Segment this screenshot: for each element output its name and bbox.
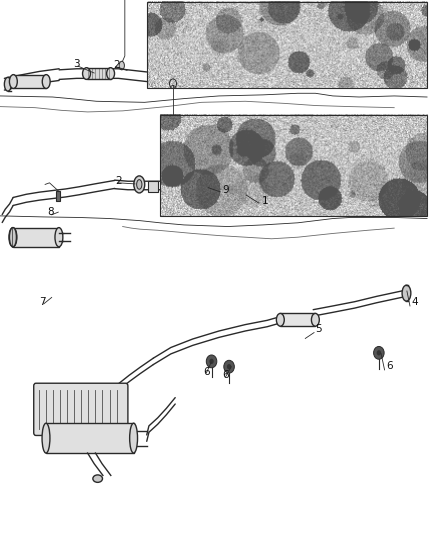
Text: 8: 8 — [47, 207, 54, 217]
Circle shape — [377, 350, 381, 356]
Ellipse shape — [93, 475, 102, 482]
Text: 2: 2 — [113, 60, 120, 70]
Ellipse shape — [119, 61, 124, 70]
Ellipse shape — [276, 313, 284, 326]
Text: 2: 2 — [115, 176, 122, 186]
Text: 4: 4 — [412, 297, 418, 307]
Text: 1: 1 — [262, 196, 268, 206]
Circle shape — [224, 360, 234, 373]
Bar — [280, 313, 315, 326]
Ellipse shape — [42, 423, 50, 453]
Text: 3: 3 — [73, 59, 80, 69]
Text: 6: 6 — [203, 367, 210, 377]
Text: 5: 5 — [315, 324, 322, 334]
Text: 7: 7 — [39, 297, 46, 307]
Ellipse shape — [9, 228, 17, 247]
Text: 6: 6 — [223, 370, 229, 381]
Circle shape — [209, 359, 214, 364]
Ellipse shape — [42, 75, 50, 88]
Circle shape — [227, 364, 231, 369]
Ellipse shape — [4, 77, 11, 91]
Text: 6: 6 — [386, 361, 393, 371]
Ellipse shape — [130, 423, 138, 453]
Ellipse shape — [107, 68, 114, 79]
Bar — [160, 115, 427, 216]
Ellipse shape — [137, 180, 142, 189]
Bar — [148, 181, 158, 192]
Ellipse shape — [311, 313, 319, 326]
Circle shape — [374, 346, 384, 359]
Bar — [56, 191, 60, 201]
Text: 9: 9 — [222, 185, 229, 195]
Ellipse shape — [55, 228, 63, 247]
Bar — [13, 228, 59, 247]
Bar — [147, 2, 427, 88]
FancyBboxPatch shape — [34, 383, 128, 435]
Bar — [14, 75, 46, 88]
Bar — [46, 423, 134, 453]
Bar — [87, 68, 110, 79]
Ellipse shape — [402, 285, 411, 301]
Ellipse shape — [83, 68, 90, 79]
Ellipse shape — [10, 228, 17, 247]
Ellipse shape — [134, 176, 145, 193]
Ellipse shape — [10, 75, 18, 88]
Circle shape — [206, 355, 217, 368]
